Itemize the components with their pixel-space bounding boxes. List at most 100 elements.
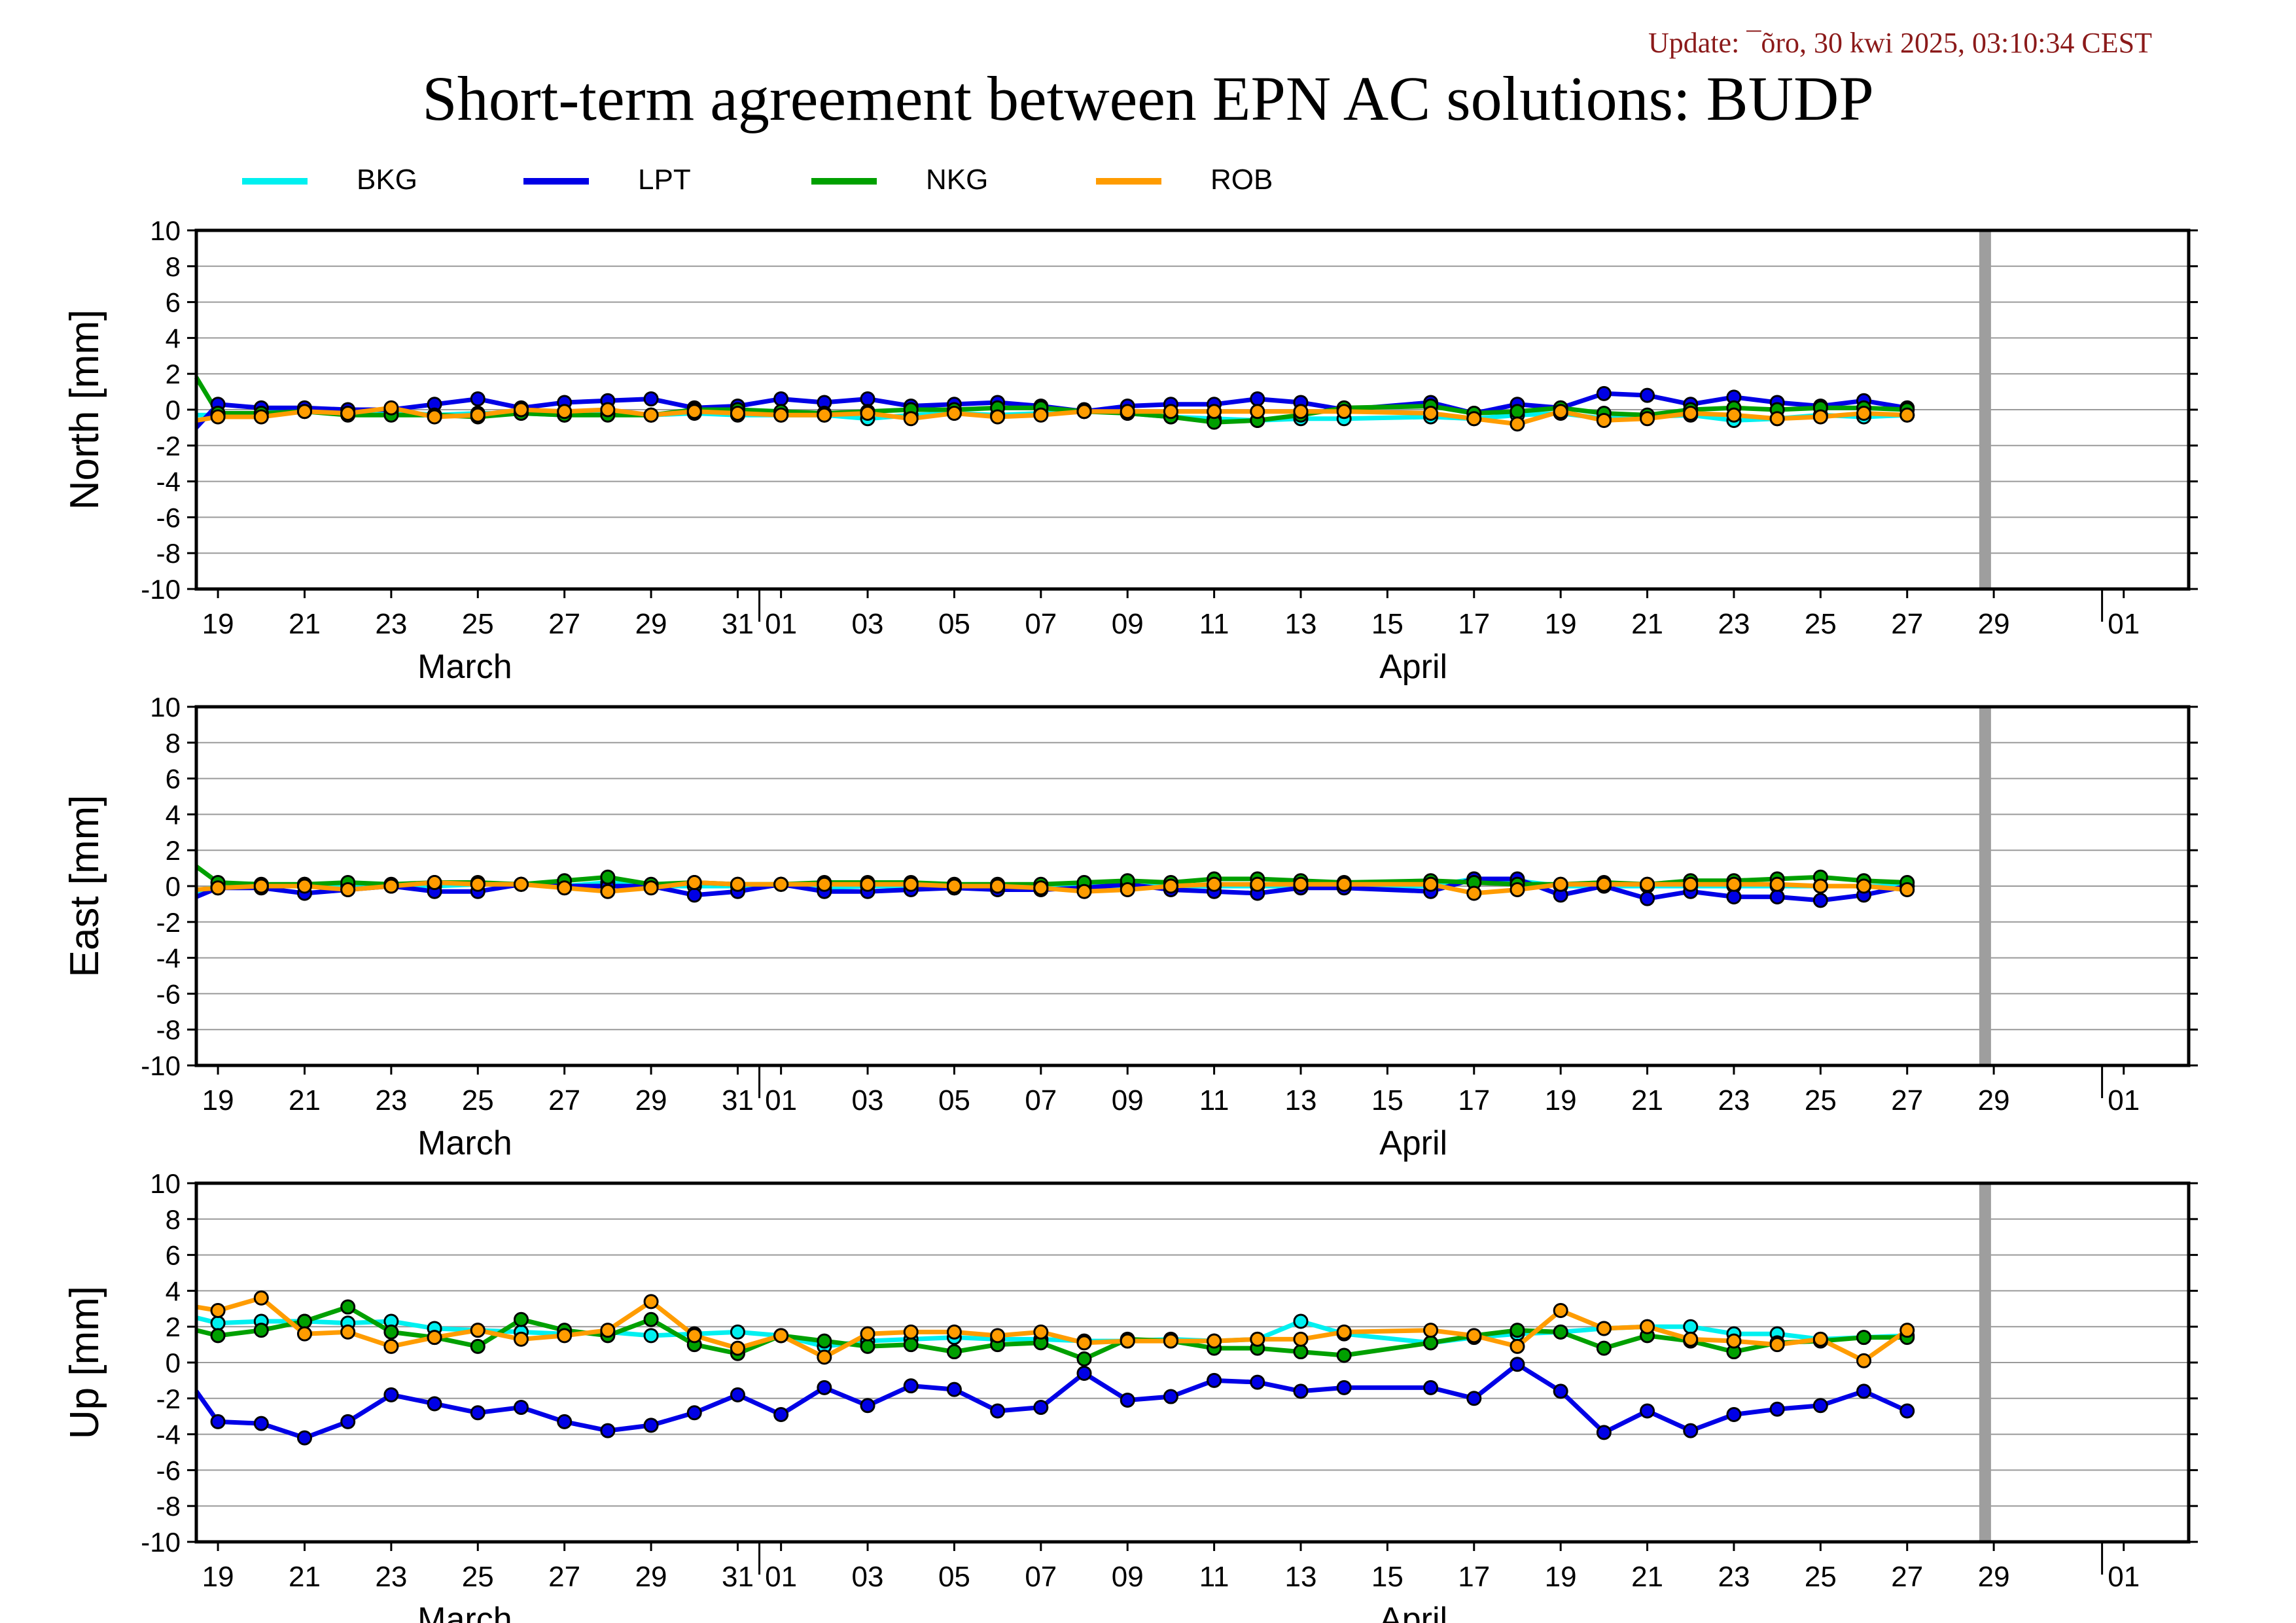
data-point-nkg <box>1423 1335 1439 1351</box>
x-tick-label: 15 <box>1371 1084 1404 1116</box>
data-point-lpt <box>383 1387 399 1402</box>
data-point-rob <box>210 1303 226 1319</box>
data-point-rob <box>1163 1333 1178 1349</box>
x-tick-label: 21 <box>289 608 321 640</box>
data-point-rob <box>1856 1353 1872 1368</box>
data-point-rob <box>1207 876 1222 892</box>
data-point-rob <box>686 1328 702 1344</box>
data-point-lpt <box>1466 1391 1482 1406</box>
data-point-rob <box>1683 405 1699 421</box>
data-point-rob <box>903 411 919 427</box>
future-marker-bar <box>1979 707 1991 1065</box>
month-label: March <box>417 648 512 686</box>
x-tick-label: 21 <box>289 1084 321 1116</box>
data-point-rob <box>1033 880 1049 896</box>
series-line-rob <box>196 405 1907 427</box>
data-point-rob <box>903 1324 919 1340</box>
data-point-rob <box>1120 404 1135 419</box>
future-marker-bar <box>1979 1183 1991 1542</box>
data-point-lpt <box>1033 1400 1049 1415</box>
data-point-rob <box>1769 876 1785 892</box>
month-label: April <box>1379 1124 1447 1162</box>
x-tick-label: 19 <box>202 608 234 640</box>
x-tick-label: 01 <box>765 1561 797 1593</box>
series-line-rob <box>196 1295 1909 1363</box>
data-point-nkg <box>253 1323 269 1338</box>
x-tick-label: 05 <box>938 1084 970 1116</box>
data-point-rob <box>340 405 356 421</box>
data-point-rob <box>1596 412 1612 428</box>
data-point-rob <box>1033 407 1049 423</box>
x-tick-label: 01 <box>765 608 797 640</box>
x-tick-label: 05 <box>938 1561 970 1593</box>
data-point-rob <box>1596 1321 1612 1336</box>
data-point-lpt <box>1812 893 1828 908</box>
data-point-rob <box>1466 1328 1482 1344</box>
y-tick-label: 6 <box>166 1240 181 1271</box>
data-point-rob <box>1640 411 1655 427</box>
x-tick-label: 21 <box>1631 1084 1663 1116</box>
x-tick-label: 19 <box>1545 608 1577 640</box>
data-point-rob <box>730 405 745 421</box>
data-point-bkg <box>1293 1313 1309 1329</box>
data-point-rob <box>1553 404 1568 419</box>
x-tick-label: 13 <box>1285 1084 1317 1116</box>
data-point-rob <box>1120 1333 1135 1349</box>
x-tick-label: 21 <box>1631 1561 1663 1593</box>
data-point-rob <box>1812 1331 1828 1347</box>
data-point-bkg <box>210 1315 226 1331</box>
data-point-lpt <box>1250 1374 1265 1390</box>
x-tick-label: 23 <box>375 1561 407 1593</box>
data-point-rob <box>383 878 399 894</box>
data-point-lpt <box>1596 1425 1612 1440</box>
data-point-nkg <box>340 1299 356 1315</box>
data-point-lpt <box>296 1430 312 1446</box>
x-tick-label: 09 <box>1112 608 1144 640</box>
data-point-nkg <box>1293 1344 1309 1360</box>
future-marker-bar <box>1979 230 1991 589</box>
data-point-rob <box>817 407 832 423</box>
data-point-rob <box>1726 876 1742 892</box>
data-point-rob <box>1899 1323 1915 1338</box>
data-point-rob <box>1207 404 1222 419</box>
x-tick-label: 27 <box>548 1561 580 1593</box>
data-point-rob <box>513 876 529 892</box>
data-point-rob <box>1596 876 1612 892</box>
data-point-nkg <box>1553 1324 1568 1340</box>
data-point-rob <box>1076 883 1092 899</box>
y-tick-label: 6 <box>166 287 181 318</box>
x-tick-label: 27 <box>548 1084 580 1116</box>
y-tick-label: 2 <box>166 359 181 389</box>
x-tick-label: 01 <box>2108 608 2140 640</box>
data-point-rob <box>1293 876 1309 892</box>
x-tick-label: 21 <box>1631 608 1663 640</box>
data-point-rob <box>253 878 269 894</box>
data-point-rob <box>1510 416 1525 432</box>
x-tick-label: 11 <box>1199 1561 1229 1593</box>
x-tick-label: 03 <box>852 1084 884 1116</box>
data-point-rob <box>643 1294 659 1310</box>
data-point-rob <box>946 1324 962 1340</box>
series-line-nkg <box>196 1304 1907 1361</box>
y-tick-label: 0 <box>166 395 181 425</box>
x-tick-label: 17 <box>1458 1084 1490 1116</box>
x-tick-label: 27 <box>548 608 580 640</box>
data-point-rob <box>1856 878 1872 894</box>
data-point-rob <box>427 1330 442 1346</box>
panel-east: 10 8 6 4 2 0 -2 -4 -6 -8 -10 19 21 23 25 27 29 31 01 03 05 07… <box>62 692 2198 1162</box>
chart-title: Short-term agreement between EPN AC solu… <box>422 63 1874 134</box>
x-tick-label: 05 <box>938 608 970 640</box>
data-point-rob <box>1423 405 1439 421</box>
data-point-rob <box>1423 876 1439 892</box>
data-point-rob <box>427 409 442 425</box>
data-point-rob <box>253 409 269 425</box>
data-point-nkg <box>513 1311 529 1327</box>
month-label: March <box>417 1124 512 1162</box>
data-point-rob <box>470 876 486 892</box>
data-point-lpt <box>946 1382 962 1397</box>
data-point-rob <box>383 400 399 416</box>
data-point-lpt <box>1120 1393 1135 1408</box>
data-point-nkg <box>1596 1340 1612 1356</box>
x-tick-label: 09 <box>1112 1561 1144 1593</box>
